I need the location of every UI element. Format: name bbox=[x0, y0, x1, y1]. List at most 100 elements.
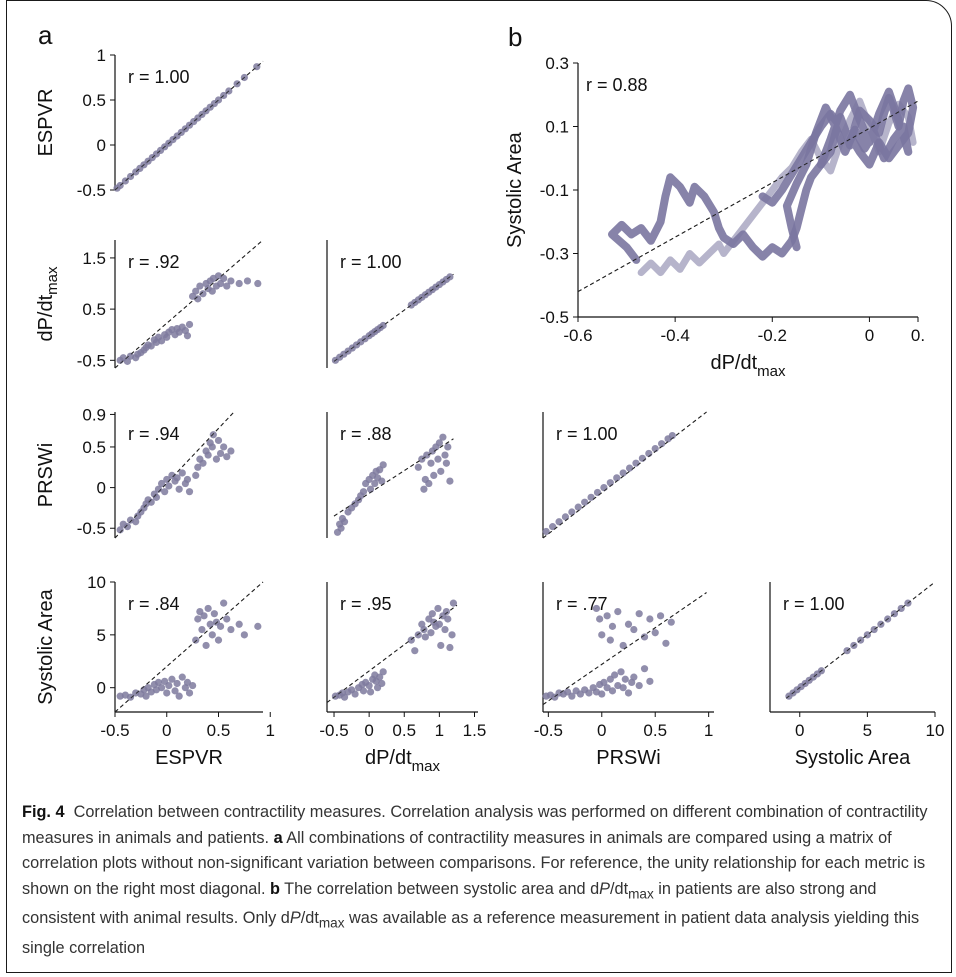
correlation-label: r = .94 bbox=[128, 424, 180, 444]
data-point bbox=[624, 620, 633, 628]
data-point bbox=[371, 479, 379, 488]
data-point bbox=[192, 636, 200, 644]
data-point bbox=[157, 684, 166, 692]
data-point bbox=[598, 690, 606, 698]
data-point bbox=[204, 604, 212, 613]
data-point bbox=[614, 607, 622, 616]
data-point bbox=[421, 633, 429, 641]
data-point bbox=[603, 612, 611, 620]
x-tick-label: -0.5 bbox=[100, 721, 129, 740]
data-point bbox=[555, 518, 563, 526]
data-point bbox=[603, 684, 611, 692]
data-point bbox=[208, 287, 216, 295]
reference-line-overlay bbox=[114, 411, 235, 539]
data-point bbox=[214, 636, 223, 644]
y-tick-label: 0 bbox=[97, 679, 106, 698]
data-point bbox=[235, 279, 243, 288]
data-point bbox=[154, 678, 163, 687]
data-point bbox=[435, 439, 443, 447]
caption-title: Correlation between contractility measur… bbox=[73, 803, 386, 821]
reference-line-overlay bbox=[114, 60, 264, 191]
data-point bbox=[171, 687, 179, 695]
reference-line-overlay bbox=[326, 604, 458, 703]
data-point bbox=[449, 599, 458, 607]
data-point bbox=[425, 479, 433, 488]
caption-b-text-6: was available as a reference measurement… bbox=[22, 909, 920, 957]
panel-label-b: b bbox=[508, 22, 522, 52]
subplot-r3c1: -0.5 0 0.5 0.9 r = .94 PRSWi bbox=[35, 405, 235, 539]
data-point bbox=[640, 633, 649, 641]
data-point bbox=[123, 523, 132, 531]
data-point bbox=[147, 498, 155, 506]
correlation-label: r = .95 bbox=[340, 594, 392, 614]
data-point bbox=[165, 681, 173, 690]
data-point bbox=[437, 467, 445, 475]
data-point bbox=[185, 488, 194, 496]
data-point bbox=[600, 484, 608, 492]
x-tick-label: -0.6 bbox=[563, 326, 592, 345]
data-point bbox=[632, 459, 640, 467]
x-axis-label: dP/dtmax bbox=[365, 747, 441, 775]
data-point bbox=[227, 447, 235, 455]
data-point bbox=[194, 615, 202, 623]
data-point bbox=[608, 622, 617, 630]
x-tick-label: 0 bbox=[865, 326, 874, 345]
x-tick-label: -0.5 bbox=[319, 721, 348, 740]
data-point bbox=[379, 668, 387, 676]
data-point bbox=[199, 290, 207, 298]
subplot-r4c2: -0.5 0 0.5 1 1.5 r = .95 dP/dtmax bbox=[319, 582, 486, 775]
data-point bbox=[549, 523, 557, 531]
data-point bbox=[142, 692, 150, 700]
x-tick-label: 0 bbox=[364, 721, 373, 740]
data-point bbox=[210, 610, 218, 618]
data-point bbox=[658, 440, 666, 448]
data-point bbox=[598, 631, 606, 639]
data-point bbox=[209, 431, 217, 439]
data-point bbox=[608, 687, 617, 695]
data-point bbox=[606, 636, 614, 644]
data-point bbox=[442, 459, 450, 467]
x-axis-label: ESPVR bbox=[155, 747, 223, 769]
x-tick-label: 1 bbox=[704, 721, 713, 740]
data-point bbox=[561, 513, 570, 521]
data-point bbox=[243, 277, 252, 285]
data-point bbox=[183, 332, 192, 340]
y-tick-label: 10 bbox=[87, 573, 106, 592]
correlation-label: r = .77 bbox=[556, 594, 608, 614]
caption-a-text: All combinations of contractility measur… bbox=[22, 828, 926, 898]
data-point bbox=[183, 678, 192, 687]
data-point bbox=[178, 673, 186, 681]
x-tick-label: 0 bbox=[162, 721, 171, 740]
y-tick-label: 1 bbox=[97, 46, 106, 65]
data-point bbox=[175, 485, 183, 493]
y-tick-label: 0 bbox=[97, 479, 106, 498]
subplot-r2c1: -0.5 0.5 1.5 r = .92 dP/dtmax bbox=[35, 239, 264, 370]
data-point bbox=[175, 692, 183, 700]
data-point bbox=[147, 342, 155, 350]
data-point bbox=[617, 668, 625, 676]
data-point bbox=[420, 485, 428, 493]
caption-b-sub: max bbox=[628, 885, 654, 901]
y-tick-label: 0.3 bbox=[545, 54, 569, 73]
data-point bbox=[227, 625, 235, 634]
caption-b-italic-p2: P bbox=[289, 909, 301, 928]
y-axis-label: Systolic Area bbox=[504, 131, 526, 247]
data-point bbox=[154, 485, 163, 493]
data-point bbox=[359, 687, 368, 695]
data-point bbox=[630, 625, 638, 634]
reference-line-overlay bbox=[114, 239, 264, 369]
data-point bbox=[340, 693, 349, 701]
data-point bbox=[662, 639, 670, 647]
data-point bbox=[132, 518, 140, 526]
data-point bbox=[600, 678, 608, 687]
data-point bbox=[206, 620, 214, 628]
data-point bbox=[235, 620, 243, 628]
correlation-label: r = .92 bbox=[128, 252, 180, 272]
data-point bbox=[216, 622, 225, 630]
y-tick-label: 0.5 bbox=[82, 91, 106, 110]
data-point bbox=[635, 610, 643, 618]
subplot-r3c2: r = .88 bbox=[326, 412, 454, 538]
y-axis-label: Systolic Area bbox=[35, 588, 57, 704]
y-tick-label: -0.3 bbox=[540, 245, 569, 264]
